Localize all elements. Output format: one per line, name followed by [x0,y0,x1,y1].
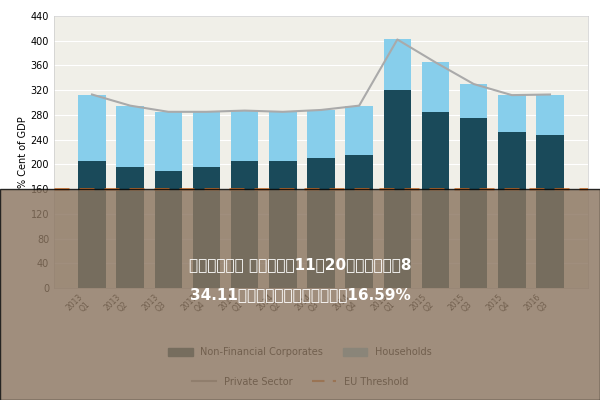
Bar [346,155,373,288]
Bar [383,90,411,288]
Bar [193,112,220,168]
Y-axis label: % Cent of GDP: % Cent of GDP [18,116,28,188]
Bar [460,118,487,288]
Bar [422,112,449,288]
Bar [383,40,411,90]
Bar [269,112,296,161]
Bar [155,112,182,170]
Bar [498,132,526,288]
Bar [536,94,564,135]
Bar [231,110,259,161]
Bar [155,170,182,288]
Bar [269,161,296,288]
Bar [116,168,144,288]
Bar [116,106,144,168]
Bar [498,95,526,132]
Bar [460,84,487,118]
Bar [193,168,220,288]
Bar [78,94,106,161]
Bar [422,62,449,112]
Bar [307,110,335,158]
Legend: Non-Financial Corporates, Households: Non-Financial Corporates, Households [164,343,436,361]
Bar [78,161,106,288]
Bar [536,135,564,288]
Text: 34.11万元，占当日流入资金比例16.59%: 34.11万元，占当日流入资金比例16.59% [190,287,410,302]
Bar [231,161,259,288]
Bar [307,158,335,288]
Bar [346,106,373,155]
Text: 期货配资门户 新皀新材：11月20日获融资买入8: 期货配资门户 新皀新材：11月20日获融资买入8 [189,257,411,272]
Legend: Private Sector, EU Threshold: Private Sector, EU Threshold [188,373,412,391]
